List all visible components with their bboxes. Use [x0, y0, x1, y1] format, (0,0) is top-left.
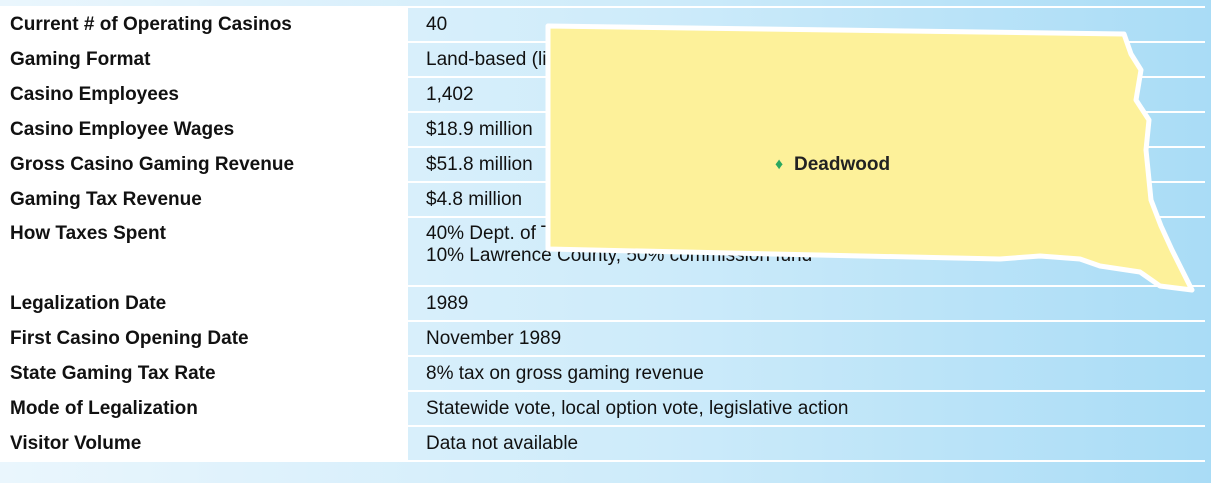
- row-label: Gaming Tax Revenue: [0, 181, 408, 218]
- row-label: State Gaming Tax Rate: [0, 355, 408, 392]
- row-value: Statewide vote, local option vote, legis…: [408, 390, 1205, 427]
- row-label: Gaming Format: [0, 41, 408, 78]
- row-label: How Taxes Spent: [0, 216, 408, 287]
- row-label: Current # of Operating Casinos: [0, 6, 408, 43]
- city-marker: ♦: [775, 156, 783, 173]
- row-label: Mode of Legalization: [0, 390, 408, 427]
- row-value: 1989: [408, 285, 1205, 322]
- table-row: First Casino Opening Date November 1989: [0, 320, 1205, 357]
- city-label: Deadwood: [794, 154, 890, 175]
- state-outline: [545, 23, 1195, 293]
- table-row: State Gaming Tax Rate 8% tax on gross gam…: [0, 355, 1205, 392]
- row-label: Casino Employees: [0, 76, 408, 113]
- table-row: Mode of Legalization Statewide vote, loca…: [0, 390, 1205, 427]
- row-value: Data not available: [408, 425, 1205, 462]
- row-label: Gross Casino Gaming Revenue: [0, 146, 408, 183]
- row-label: Legalization Date: [0, 285, 408, 322]
- row-label: First Casino Opening Date: [0, 320, 408, 357]
- row-label: Casino Employee Wages: [0, 111, 408, 148]
- table-row: Visitor Volume Data not available: [0, 425, 1205, 462]
- table-row: Legalization Date 1989: [0, 285, 1205, 322]
- row-value: 8% tax on gross gaming revenue: [408, 355, 1205, 392]
- row-label: Visitor Volume: [0, 425, 408, 462]
- row-value: November 1989: [408, 320, 1205, 357]
